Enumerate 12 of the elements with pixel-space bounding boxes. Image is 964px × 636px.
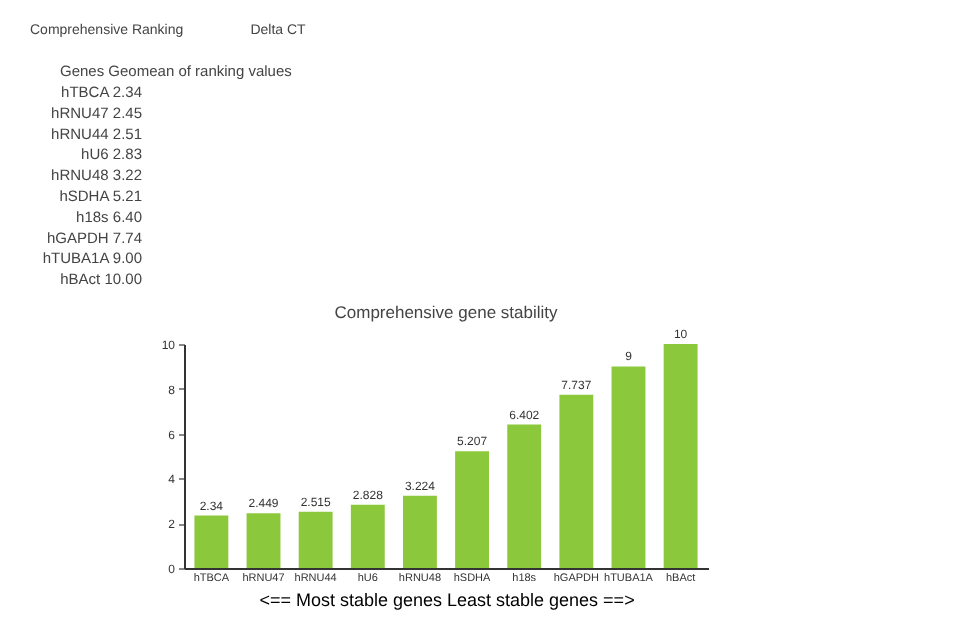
bar	[402, 495, 437, 568]
bar	[507, 424, 542, 568]
chart-title: Comprehensive gene stability	[334, 302, 559, 322]
bar	[246, 513, 281, 568]
bar	[298, 511, 333, 568]
bar	[559, 394, 594, 568]
bar	[611, 366, 646, 568]
bar	[663, 344, 698, 568]
bar	[350, 504, 385, 568]
bar	[455, 451, 490, 568]
bar	[194, 515, 229, 568]
x-axis-title: <== Most stable genes Least stable genes ==>	[259, 590, 635, 610]
